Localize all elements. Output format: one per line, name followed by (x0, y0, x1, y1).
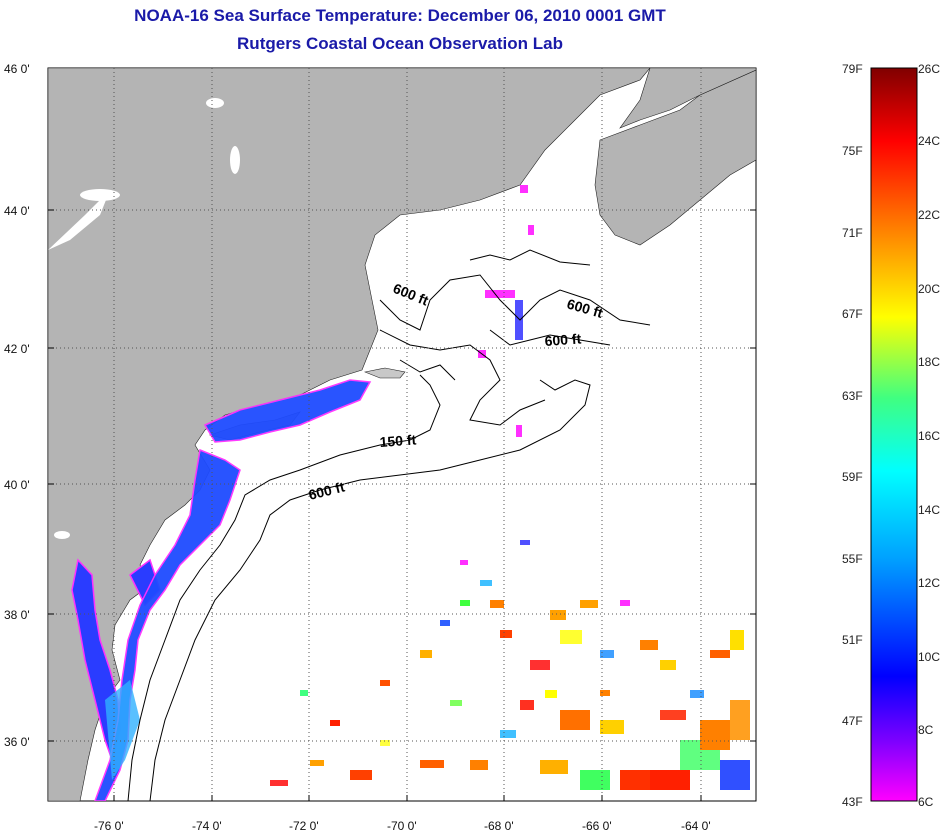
lat-label: 46 0' (4, 62, 30, 76)
cb-c-label: 8C (918, 723, 934, 737)
colorbar (870, 67, 918, 802)
sst-south-new-england (203, 379, 372, 443)
colorbar-fahrenheit-labels: 79F 75F 71F 67F 63F 59F 55F 51F 47F 43F (842, 62, 863, 809)
lon-label: -66 0' (582, 819, 612, 833)
contour-150ft-shelf (127, 374, 441, 801)
land-cape-cod (363, 367, 406, 379)
lake (80, 189, 120, 201)
cb-f-label: 55F (842, 552, 863, 566)
contour-600ft-shelf (149, 379, 591, 801)
cb-f-label: 51F (842, 633, 863, 647)
cb-c-label: 16C (918, 429, 940, 443)
land-mainland (48, 68, 651, 801)
axis-ticks (48, 209, 756, 801)
cb-f-label: 47F (842, 714, 863, 728)
lat-label: 44 0' (4, 204, 30, 218)
cb-f-label: 59F (842, 470, 863, 484)
cb-f-label: 43F (842, 795, 863, 809)
lake (54, 531, 70, 539)
lake (230, 146, 240, 174)
map-subtitle: Rutgers Coastal Ocean Observation Lab (237, 34, 563, 53)
lat-label: 40 0' (4, 478, 30, 492)
latitude-labels: 46 0' 44 0' 42 0' 40 0' 38 0' 36 0' (4, 62, 30, 749)
sst-offshore-speckle (270, 540, 750, 790)
bathymetry-contours (127, 249, 651, 801)
lon-label: -70 0' (387, 819, 417, 833)
lon-label: -74 0' (192, 819, 222, 833)
contour-label: 600 ft (544, 330, 582, 349)
cb-c-label: 14C (918, 503, 940, 517)
cb-f-label: 67F (842, 307, 863, 321)
lat-label: 38 0' (4, 608, 30, 622)
land-new-brunswick (619, 68, 756, 129)
contour-labels: 600 ft 600 ft 600 ft 150 ft 600 ft (307, 280, 605, 503)
lon-label: -64 0' (681, 819, 711, 833)
cb-c-label: 24C (918, 134, 940, 148)
cb-c-label: 6C (918, 795, 934, 809)
land-nova-scotia (594, 69, 756, 246)
lat-label: 42 0' (4, 342, 30, 356)
cb-f-label: 71F (842, 226, 863, 240)
cb-f-label: 79F (842, 62, 863, 76)
cb-c-label: 12C (918, 576, 940, 590)
lon-label: -76 0' (94, 819, 124, 833)
contour-label: 150 ft (379, 431, 417, 450)
map-title: NOAA-16 Sea Surface Temperature: Decembe… (134, 6, 666, 25)
cb-f-label: 75F (842, 144, 863, 158)
lake (206, 98, 224, 108)
lat-label: 36 0' (4, 735, 30, 749)
lon-label: -72 0' (289, 819, 319, 833)
longitude-labels: -76 0' -74 0' -72 0' -70 0' -68 0' -66 0… (94, 819, 711, 833)
cb-c-label: 22C (918, 208, 940, 222)
lon-label: -68 0' (484, 819, 514, 833)
colorbar-celsius-labels: 26C 24C 22C 20C 18C 16C 14C 12C 10C 8C 6… (918, 62, 940, 809)
cb-c-label: 20C (918, 282, 940, 296)
cb-c-label: 10C (918, 650, 940, 664)
cb-c-label: 26C (918, 62, 940, 76)
contour-gulf-of-maine (379, 249, 651, 426)
cb-f-label: 63F (842, 389, 863, 403)
cb-c-label: 18C (918, 355, 940, 369)
